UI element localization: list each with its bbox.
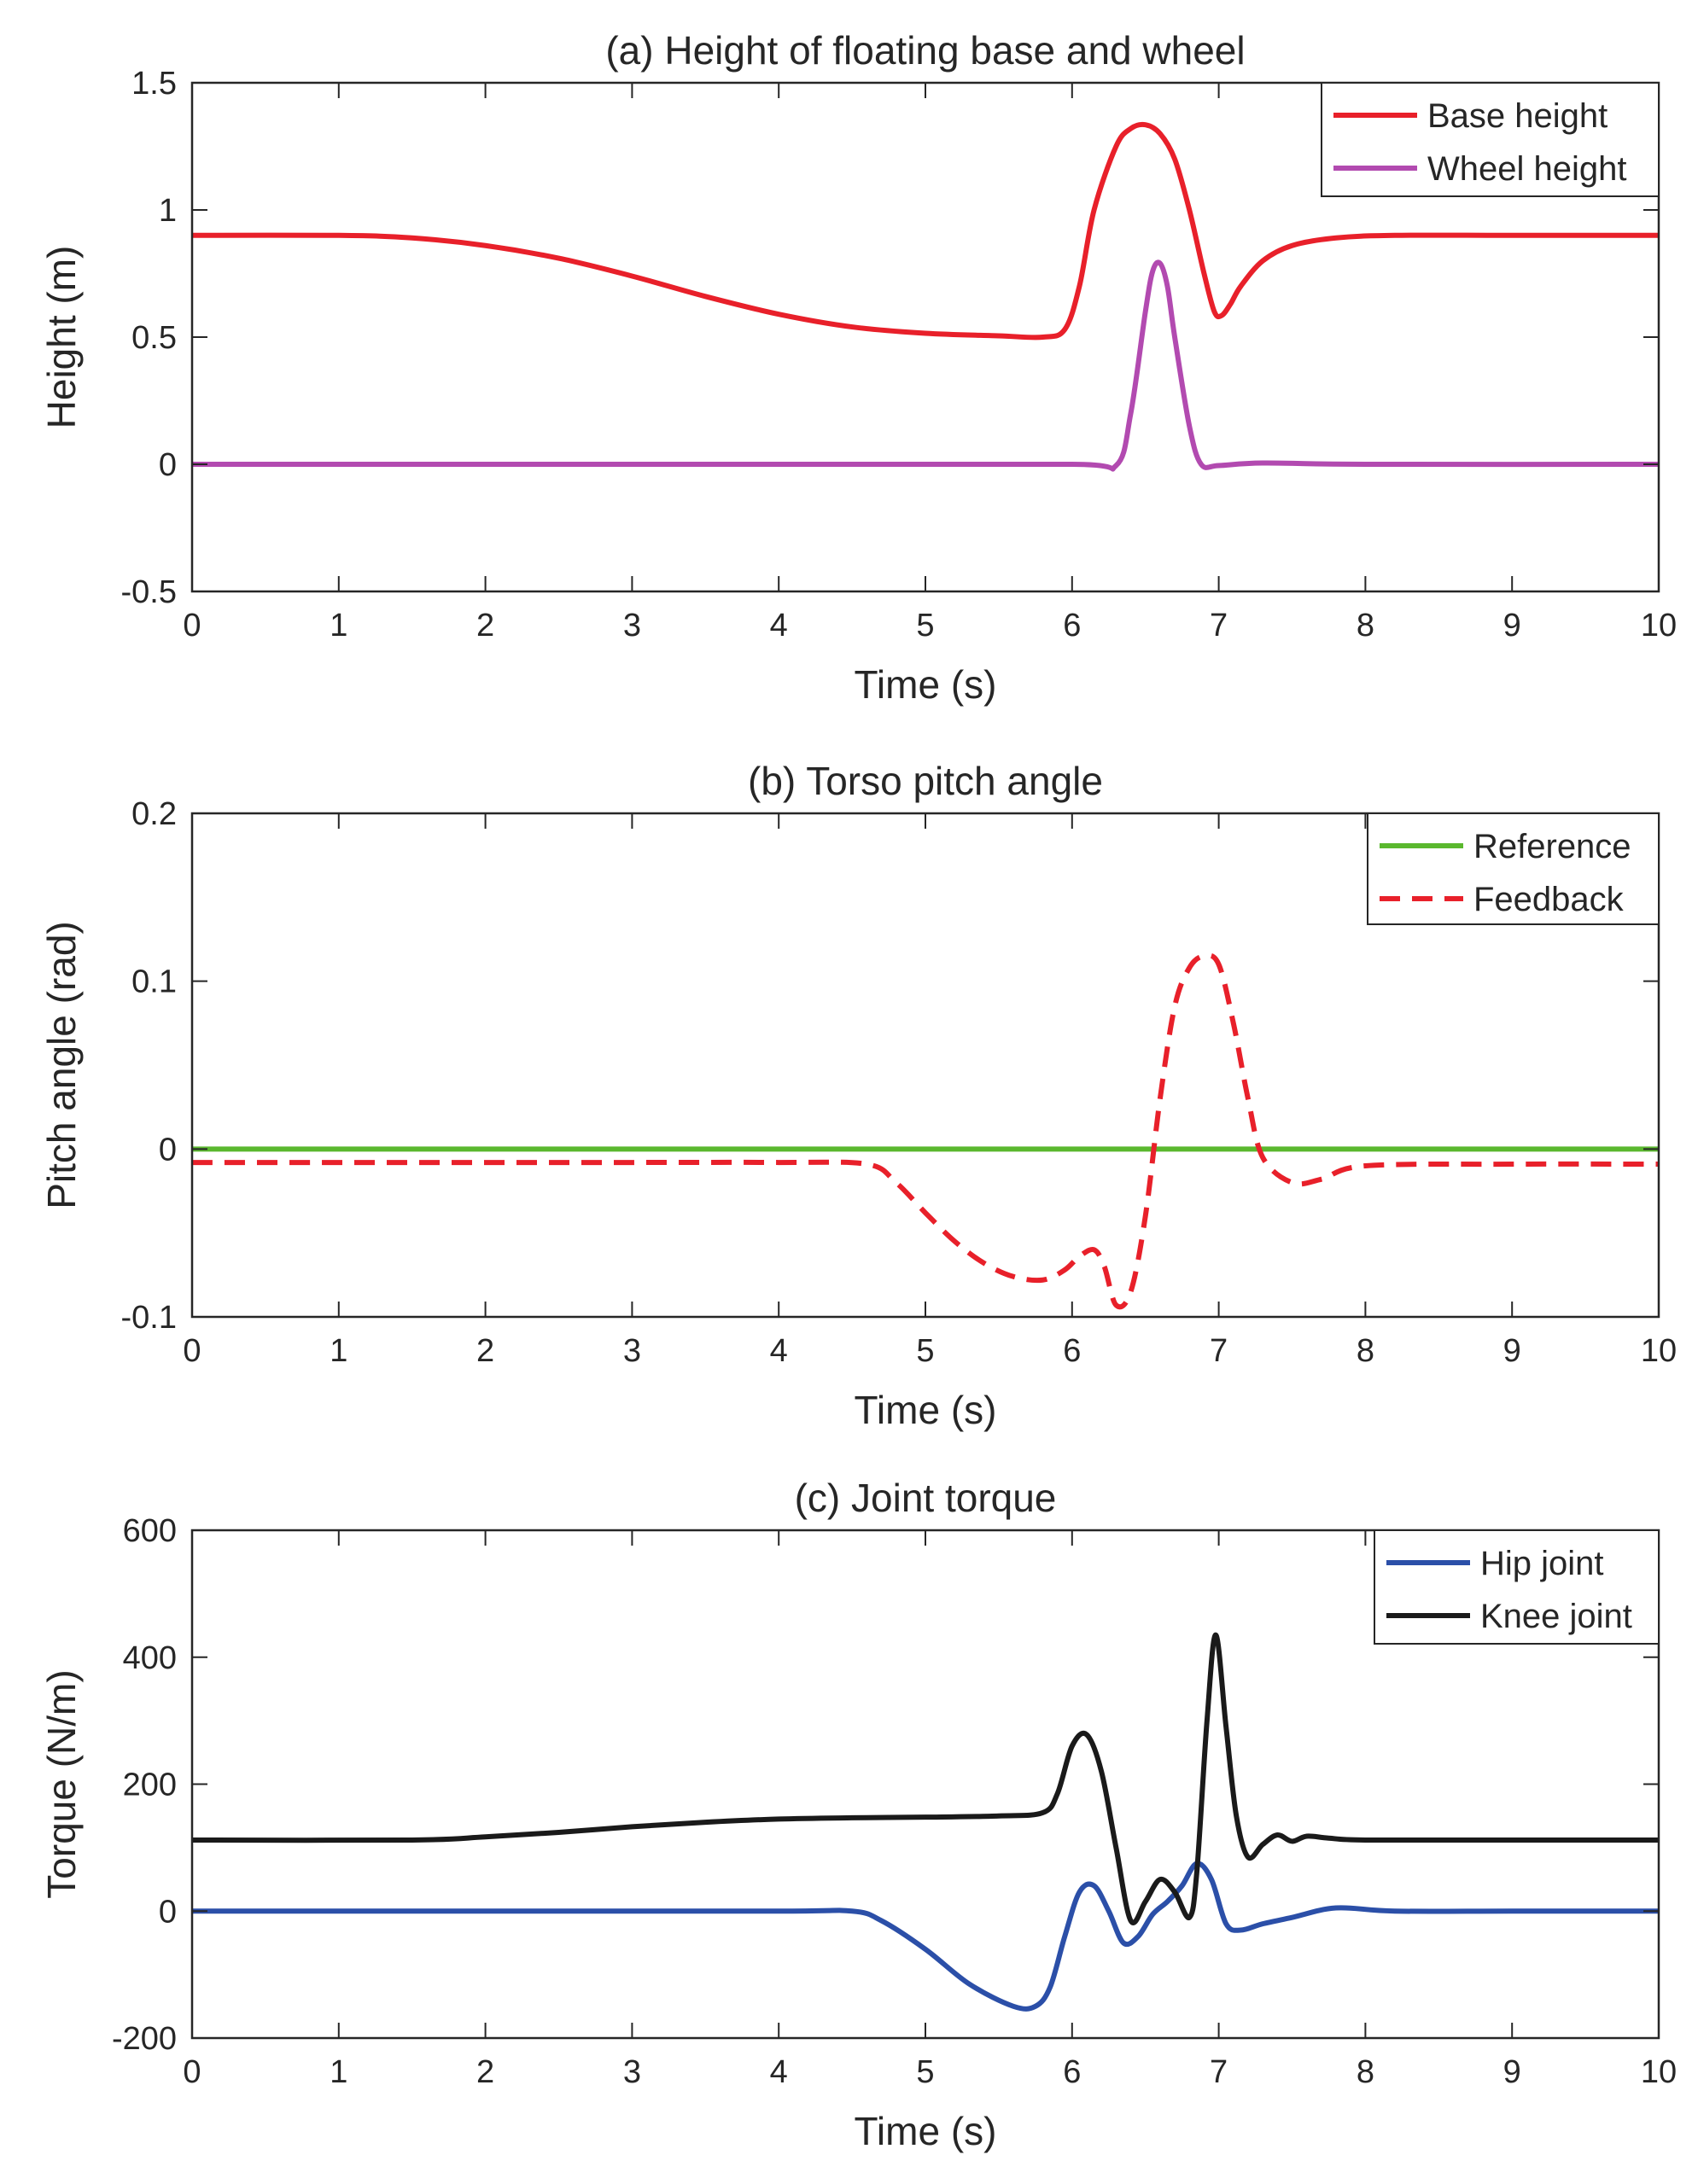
y-tick-label-c: 200 <box>123 1768 177 1803</box>
x-tick-label-a: 5 <box>916 608 934 644</box>
x-axis-label-c: Time (s) <box>855 2109 997 2153</box>
x-tick-label-b: 8 <box>1357 1333 1374 1369</box>
x-tick-label-c: 5 <box>916 2054 934 2090</box>
x-tick-label-a: 8 <box>1357 608 1374 644</box>
legend-label-b-0: Reference <box>1473 828 1631 865</box>
legend-label-b-1: Feedback <box>1473 881 1625 918</box>
y-tick-label-b: 0 <box>159 1132 177 1168</box>
legend-label-a-1: Wheel height <box>1427 150 1626 188</box>
y-axis-label-c: Torque (N/m) <box>39 1669 84 1898</box>
y-axis-label-b: Pitch angle (rad) <box>39 921 84 1209</box>
x-tick-label-b: 10 <box>1641 1333 1677 1369</box>
y-tick-label-a: 0.5 <box>131 320 177 356</box>
chart-b: 0 1 2 3 4 5 6 7 8 9 10-0.100.10.2(b) Torso pitch a… <box>39 759 1677 1432</box>
x-axis-label-a: Time (s) <box>855 662 997 707</box>
x-tick-label-b: 3 <box>623 1333 641 1369</box>
series-line-c-1 <box>192 1632 1659 1925</box>
x-tick-label-a: 2 <box>476 608 494 644</box>
y-tick-label-c: 600 <box>123 1513 177 1549</box>
x-tick-label-c: 2 <box>476 2054 494 2090</box>
x-tick-label-c: 0 <box>183 2054 201 2090</box>
x-tick-label-c: 10 <box>1641 2054 1677 2090</box>
chart-a: 0 1 2 3 4 5 6 7 8 9 10-0.500.511.5(a) Height of fl… <box>39 28 1677 707</box>
x-tick-label-b: 5 <box>916 1333 934 1369</box>
x-tick-label-a: 3 <box>623 608 641 644</box>
x-tick-label-b: 7 <box>1210 1333 1228 1369</box>
x-tick-label-c: 7 <box>1210 2054 1228 2090</box>
legend-box-a <box>1321 82 1660 197</box>
x-tick-label-a: 4 <box>770 608 788 644</box>
x-tick-label-a: 10 <box>1641 608 1677 644</box>
x-tick-label-b: 0 <box>183 1333 201 1369</box>
x-tick-label-a: 7 <box>1210 608 1228 644</box>
legend-box-c <box>1374 1529 1660 1645</box>
series-line-a-0 <box>192 121 1659 341</box>
legend-label-c-0: Hip joint <box>1480 1545 1604 1582</box>
y-tick-label-c: -200 <box>112 2021 177 2057</box>
y-tick-label-a: 1 <box>159 193 177 229</box>
legend-a: Base height Wheel height <box>1321 82 1660 197</box>
x-tick-label-c: 1 <box>330 2054 347 2090</box>
chart-title-a: (a) Height of floating base and wheel <box>605 28 1245 73</box>
y-tick-label-c: 400 <box>123 1640 177 1676</box>
x-tick-label-b: 1 <box>330 1333 347 1369</box>
legend-box-b <box>1367 812 1660 925</box>
y-tick-label-b: -0.1 <box>121 1300 177 1336</box>
legend-b: Reference Feedback <box>1367 812 1660 925</box>
legend-c: Hip joint Knee joint <box>1374 1529 1660 1645</box>
x-tick-label-a: 1 <box>330 608 347 644</box>
x-tick-label-c: 6 <box>1063 2054 1081 2090</box>
series-line-c-0 <box>192 1861 1659 2012</box>
legend-label-a-0: Base height <box>1427 97 1608 135</box>
x-tick-label-a: 0 <box>183 608 201 644</box>
legend-label-c-1: Knee joint <box>1480 1598 1632 1635</box>
x-tick-label-b: 6 <box>1063 1333 1081 1369</box>
series-line-b-1 <box>192 952 1659 1310</box>
y-tick-label-a: -0.5 <box>121 574 177 610</box>
x-tick-label-b: 4 <box>770 1333 788 1369</box>
y-tick-label-c: 0 <box>159 1894 177 1930</box>
y-tick-label-a: 0 <box>159 447 177 483</box>
x-tick-label-a: 6 <box>1063 608 1081 644</box>
y-tick-label-b: 0.2 <box>131 796 177 832</box>
x-tick-label-c: 3 <box>623 2054 641 2090</box>
y-axis-label-a: Height (m) <box>39 246 84 429</box>
x-axis-label-b: Time (s) <box>855 1388 997 1432</box>
x-tick-label-a: 9 <box>1503 608 1521 644</box>
chart-title-c: (c) Joint torque <box>795 1476 1057 1520</box>
x-tick-label-c: 9 <box>1503 2054 1521 2090</box>
x-tick-label-b: 2 <box>476 1333 494 1369</box>
y-tick-label-b: 0.1 <box>131 964 177 1000</box>
x-tick-label-c: 4 <box>770 2054 788 2090</box>
y-tick-label-a: 1.5 <box>131 66 177 102</box>
x-tick-label-b: 9 <box>1503 1333 1521 1369</box>
chart-title-b: (b) Torso pitch angle <box>748 759 1103 803</box>
x-tick-label-c: 8 <box>1357 2054 1374 2090</box>
series-line-a-1 <box>192 259 1659 472</box>
